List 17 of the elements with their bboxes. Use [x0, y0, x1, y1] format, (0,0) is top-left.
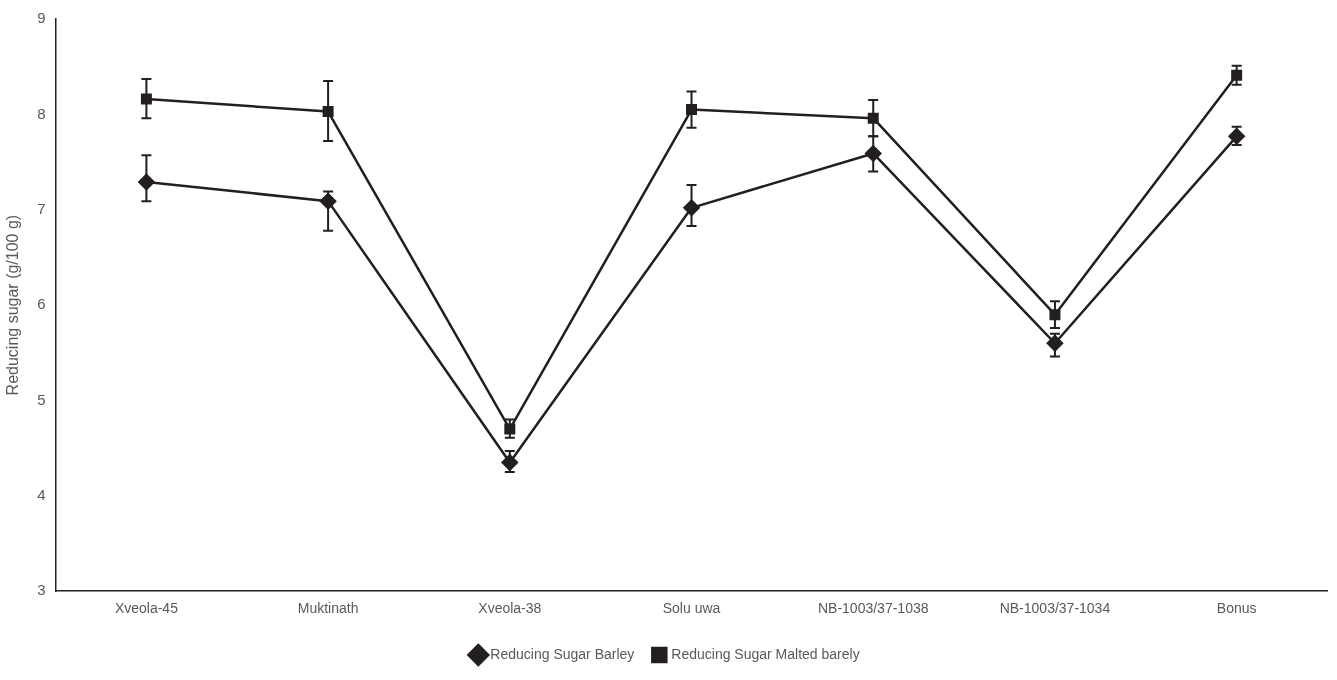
y-tick-label: 5 — [37, 390, 46, 408]
x-tick-label: Bonus — [1216, 600, 1257, 617]
y-axis-title: Reducing sugar (g/100 g) — [4, 214, 22, 396]
x-tick-label: Xveola-45 — [114, 600, 179, 617]
y-tick-label: 8 — [37, 104, 46, 122]
y-tick-label: 4 — [37, 485, 46, 503]
y-tick-label: 9 — [37, 9, 46, 27]
x-tick-label: Muktinath — [297, 600, 359, 617]
legend-label: Reducing Sugar Malted barely — [671, 645, 860, 662]
y-tick-label: 7 — [37, 199, 46, 217]
y-tick-label: 6 — [37, 295, 46, 313]
y-tick-label: 3 — [37, 581, 46, 599]
x-tick-label: NB-1003/37-1034 — [999, 600, 1111, 617]
x-tick-label: Solu uwa — [662, 600, 721, 617]
x-tick-label: Xveola-38 — [478, 600, 542, 617]
legend-label: Reducing Sugar Barley — [490, 645, 635, 662]
x-tick-label: NB-1003/37-1038 — [817, 600, 929, 617]
